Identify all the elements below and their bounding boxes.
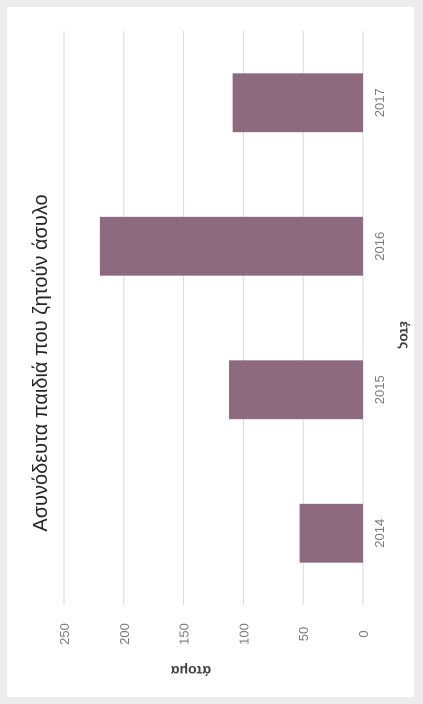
value-tick-label: 150: [177, 623, 192, 645]
chart-title: Ασυνόδευτα παιδιά που ζητούν άσυλο: [30, 194, 52, 531]
category-tick-label: 2017: [372, 88, 387, 117]
bars: [99, 73, 363, 563]
value-tick-label: 200: [117, 623, 132, 645]
bar-2015: [229, 360, 363, 420]
value-tick-label: 250: [57, 623, 72, 645]
x-axis-title: έτος: [397, 321, 413, 349]
bar-2016: [99, 216, 363, 276]
bar-2017: [232, 73, 363, 133]
y-axis-title: άτομα: [171, 663, 212, 679]
chart-frame: 2014 2015 2016 2017 0 50 100 150 200 250 Ασυνόδε…: [7, 7, 414, 697]
value-tick-label: 0: [356, 630, 371, 637]
category-tick-label: 2014: [372, 519, 387, 548]
value-tick-label: 100: [236, 623, 251, 645]
value-tick-labels: 0 50 100 150 200 250: [57, 623, 371, 645]
category-tick-label: 2015: [372, 375, 387, 404]
bar-chart: 2014 2015 2016 2017 0 50 100 150 200 250 Ασυνόδε…: [30, 31, 413, 679]
bar-2014: [299, 503, 363, 563]
value-tick-label: 50: [296, 627, 311, 641]
category-tick-labels: 2014 2015 2016 2017: [372, 88, 387, 547]
category-tick-label: 2016: [372, 232, 387, 261]
